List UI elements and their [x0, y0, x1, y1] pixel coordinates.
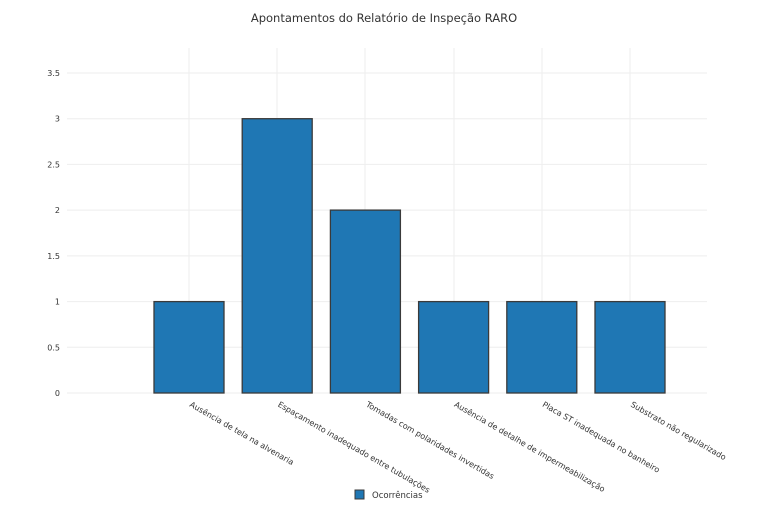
y-tick-label: 0.5: [47, 343, 60, 352]
bar-substrato-nao-regularizado[interactable]: [594, 300, 666, 394]
y-tick-label: 3.5: [47, 69, 60, 78]
bar-tomadas-com-polaridades-invertidas[interactable]: [329, 209, 402, 394]
y-tick-label: 2: [55, 206, 60, 215]
y-tick-label: 1: [55, 298, 60, 307]
chart-title: Apontamentos do Relatório de Inspeção RA…: [251, 11, 517, 25]
legend-swatch: [354, 489, 365, 500]
y-tick-label: 3: [55, 115, 60, 124]
x-axis: Ausência de tela na alvenariaEspaçamento…: [188, 399, 728, 495]
x-tick-label: Ausência de detalhe de impermeabilização: [453, 399, 607, 494]
y-tick-label: 0: [55, 389, 60, 398]
x-tick-label: Substrato não regularizado: [629, 400, 728, 462]
y-axis: 0 0.5 1 1.5 2 2.5 3 3.5: [47, 69, 60, 398]
y-tick-label: 1.5: [47, 252, 60, 261]
bars: [153, 118, 666, 394]
bar-ausencia-de-tela-na-alvenaria[interactable]: [153, 300, 225, 394]
legend: Ocorrências: [354, 489, 423, 501]
legend-label: Ocorrências: [372, 490, 423, 501]
bar-ausencia-de-detalhe-de-impermeabilizacao[interactable]: [417, 300, 490, 394]
y-tick-label: 2.5: [47, 160, 60, 169]
x-tick-label: Espaçamento inadequado entre tubulações: [276, 400, 431, 495]
bar-espacamento-inadequado-entre-tubulacoes[interactable]: [241, 118, 313, 394]
bar-placa-st-inadequada-no-banheiro[interactable]: [506, 300, 578, 394]
